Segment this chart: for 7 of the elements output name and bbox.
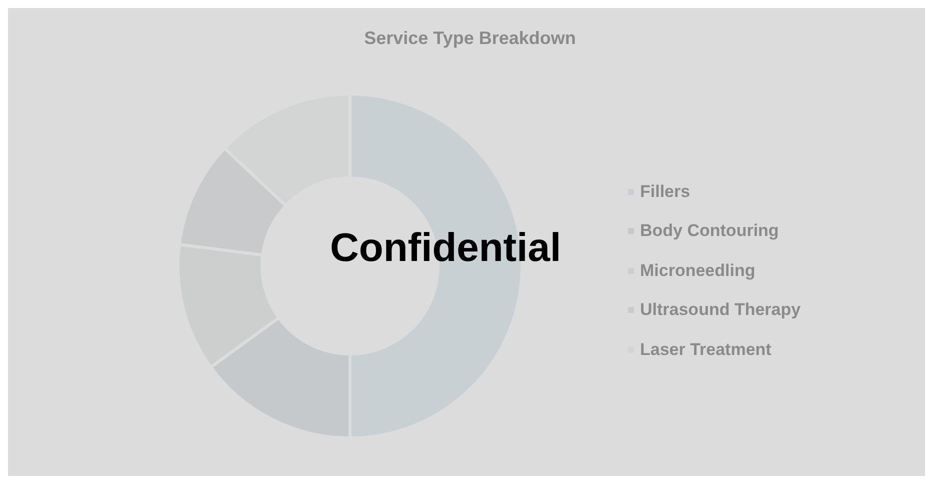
legend-label: Laser Treatment xyxy=(640,340,772,360)
legend-label: Body Contouring xyxy=(640,221,779,242)
legend-label: Microneedling xyxy=(640,260,756,281)
chart-title: Service Type Breakdown xyxy=(363,28,577,49)
legend-label: Fillers xyxy=(640,182,690,202)
legend-label: Ultrasound Therapy xyxy=(640,300,801,320)
text: Confidential xyxy=(330,226,562,271)
